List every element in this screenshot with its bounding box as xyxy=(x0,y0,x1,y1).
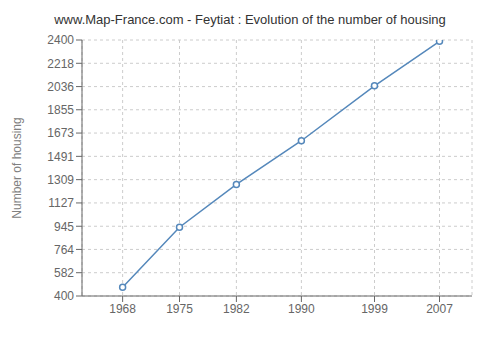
svg-text:1855: 1855 xyxy=(47,103,74,117)
svg-text:582: 582 xyxy=(54,266,74,280)
svg-text:1673: 1673 xyxy=(47,126,74,140)
svg-text:1975: 1975 xyxy=(166,302,193,316)
svg-text:Number of housing: Number of housing xyxy=(10,117,24,218)
svg-text:400: 400 xyxy=(54,289,74,303)
svg-text:1999: 1999 xyxy=(361,302,388,316)
svg-text:1968: 1968 xyxy=(109,302,136,316)
svg-text:1491: 1491 xyxy=(47,150,74,164)
svg-text:764: 764 xyxy=(54,243,74,257)
svg-text:2400: 2400 xyxy=(47,33,74,47)
svg-text:945: 945 xyxy=(54,220,74,234)
svg-text:2036: 2036 xyxy=(47,80,74,94)
svg-text:1127: 1127 xyxy=(48,196,74,210)
svg-text:2007: 2007 xyxy=(426,302,453,316)
svg-text:1982: 1982 xyxy=(223,302,250,316)
svg-text:1309: 1309 xyxy=(47,173,74,187)
svg-text:2218: 2218 xyxy=(47,57,74,71)
html-text:www.Map-France.com - Feytiat :: www.Map-France.com - Feytiat : Evolution… xyxy=(54,12,446,27)
svg-text:1990: 1990 xyxy=(288,302,315,316)
